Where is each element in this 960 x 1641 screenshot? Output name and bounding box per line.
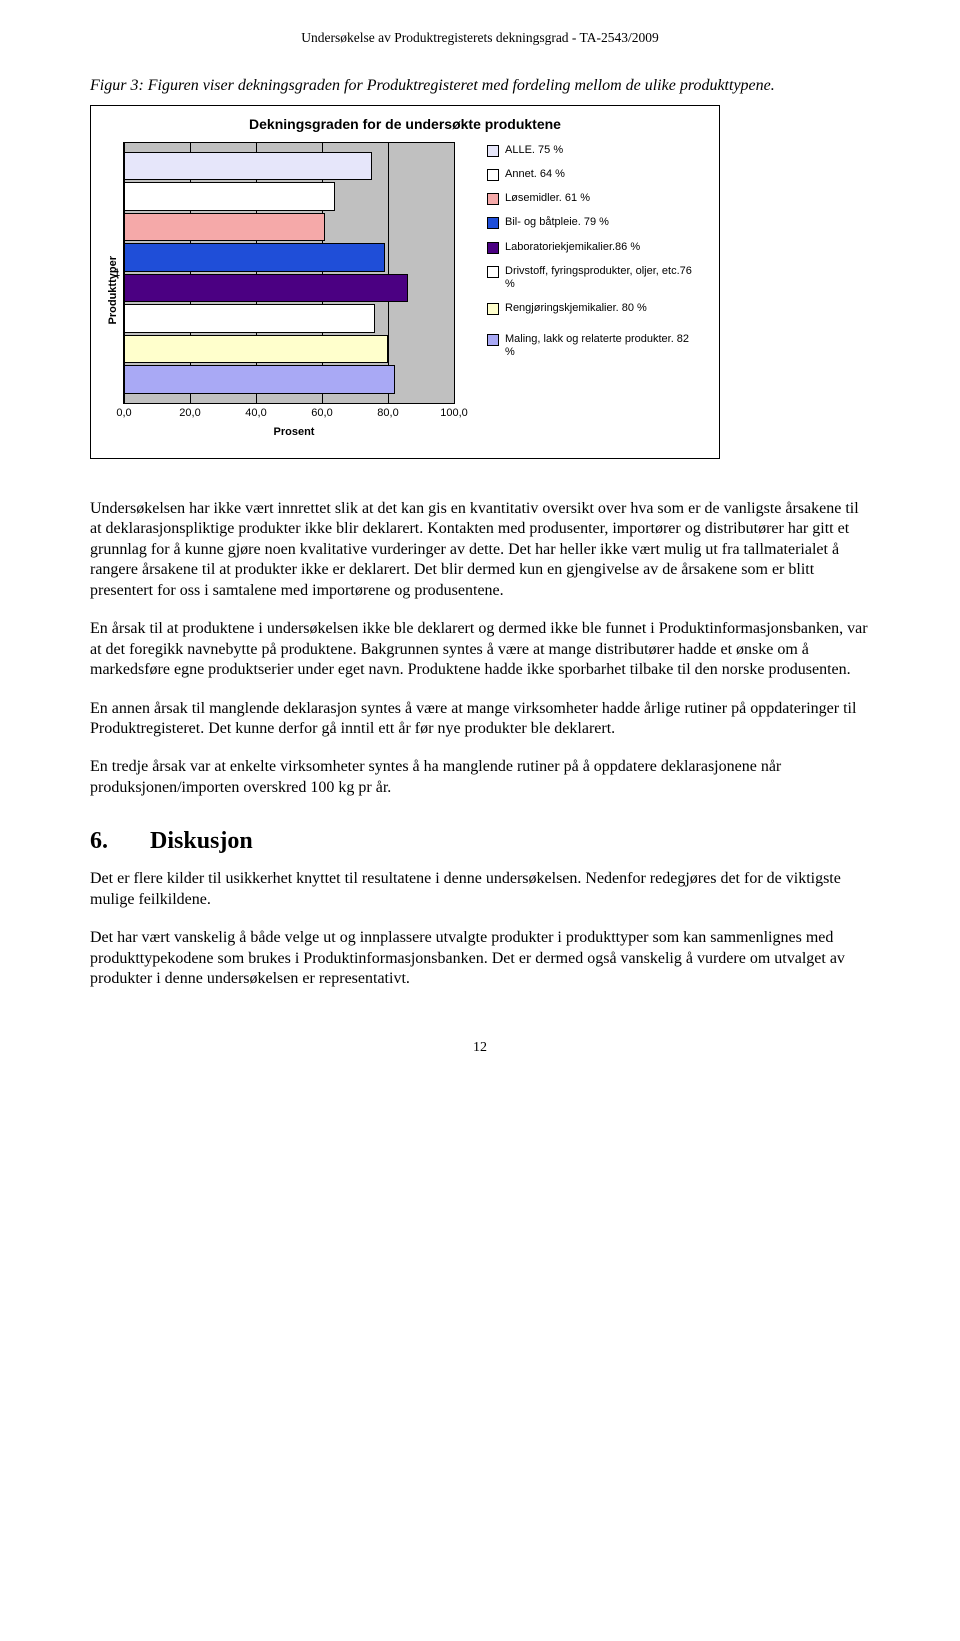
- x-tick-label: 40,0: [245, 403, 266, 419]
- chart-title: Dekningsgraden for de undersøkte produkt…: [103, 116, 707, 132]
- legend-label: Løsemidler. 61 %: [505, 192, 590, 205]
- body-paragraph: Det er flere kilder til usikkerhet knytt…: [90, 869, 870, 910]
- chart-bar: [124, 213, 325, 242]
- chart-bar: [124, 152, 372, 181]
- x-tick-label: 80,0: [377, 403, 398, 419]
- x-axis-label: Prosent: [119, 426, 469, 438]
- gridline: [388, 143, 389, 403]
- legend-item: Drivstoff, fyringsprodukter, oljer, etc.…: [487, 265, 695, 291]
- page-number: 12: [90, 1040, 870, 1056]
- legend-label: Maling, lakk og relaterte produkter. 82 …: [505, 333, 695, 359]
- legend-label: Drivstoff, fyringsprodukter, oljer, etc.…: [505, 265, 695, 291]
- chart-legend: ALLE. 75 % Annet. 64 % Løsemidler. 61 % Bil…: [487, 142, 695, 371]
- body-paragraph: Det har vært vanskelig å både velge ut o…: [90, 928, 870, 989]
- legend-label: ALLE. 75 %: [505, 144, 563, 157]
- chart-bar: [124, 182, 335, 211]
- legend-item: Maling, lakk og relaterte produkter. 82 …: [487, 333, 695, 359]
- chart-bar: [124, 274, 408, 303]
- page: Undersøkelse av Produktregisterets dekni…: [0, 0, 960, 1116]
- legend-swatch: [487, 169, 499, 181]
- legend-label: Rengjøringskjemikalier. 80 %: [505, 302, 647, 315]
- legend-swatch: [487, 145, 499, 157]
- legend-swatch: [487, 217, 499, 229]
- x-tick-label: 20,0: [179, 403, 200, 419]
- legend-item: Løsemidler. 61 %: [487, 192, 695, 205]
- section-number: 6.: [90, 828, 150, 855]
- x-tick-label: 100,0: [440, 403, 468, 419]
- x-tick-label: 60,0: [311, 403, 332, 419]
- body-paragraph: En årsak til at produktene i undersøkels…: [90, 619, 870, 680]
- x-tick-label: 0,0: [116, 403, 131, 419]
- legend-swatch: [487, 334, 499, 346]
- legend-item: Bil- og båtpleie. 79 %: [487, 216, 695, 229]
- legend-label: Bil- og båtpleie. 79 %: [505, 216, 609, 229]
- section-title: Diskusjon: [150, 828, 253, 854]
- body-paragraph: En annen årsak til manglende deklarasjon…: [90, 699, 870, 740]
- legend-item: Rengjøringskjemikalier. 80 %: [487, 302, 695, 315]
- legend-label: Annet. 64 %: [505, 168, 565, 181]
- figure-caption: Figur 3: Figuren viser dekningsgraden fo…: [90, 76, 870, 97]
- chart-bar: [124, 365, 395, 394]
- legend-swatch: [487, 303, 499, 315]
- legend-item: Annet. 64 %: [487, 168, 695, 181]
- legend-item: Laboratoriekjemikalier.86 %: [487, 241, 695, 254]
- body-paragraph: Undersøkelsen har ikke vært innrettet sl…: [90, 499, 870, 601]
- chart-container: Dekningsgraden for de undersøkte produkt…: [90, 105, 720, 459]
- y-tick-label: 1: [114, 267, 120, 279]
- legend-item: ALLE. 75 %: [487, 144, 695, 157]
- legend-label: Laboratoriekjemikalier.86 %: [505, 241, 640, 254]
- chart-bar: [124, 304, 375, 333]
- legend-swatch: [487, 193, 499, 205]
- body-paragraph: En tredje årsak var at enkelte virksomhe…: [90, 757, 870, 798]
- legend-swatch: [487, 266, 499, 278]
- chart-bar: [124, 243, 385, 272]
- chart-plot-area: 1 0,020,040,060,080,0100,0: [123, 142, 455, 404]
- legend-swatch: [487, 242, 499, 254]
- running-header: Undersøkelse av Produktregisterets dekni…: [90, 30, 870, 46]
- chart-bar: [124, 335, 388, 364]
- section-heading: 6.Diskusjon: [90, 828, 870, 855]
- gridline: [454, 143, 455, 403]
